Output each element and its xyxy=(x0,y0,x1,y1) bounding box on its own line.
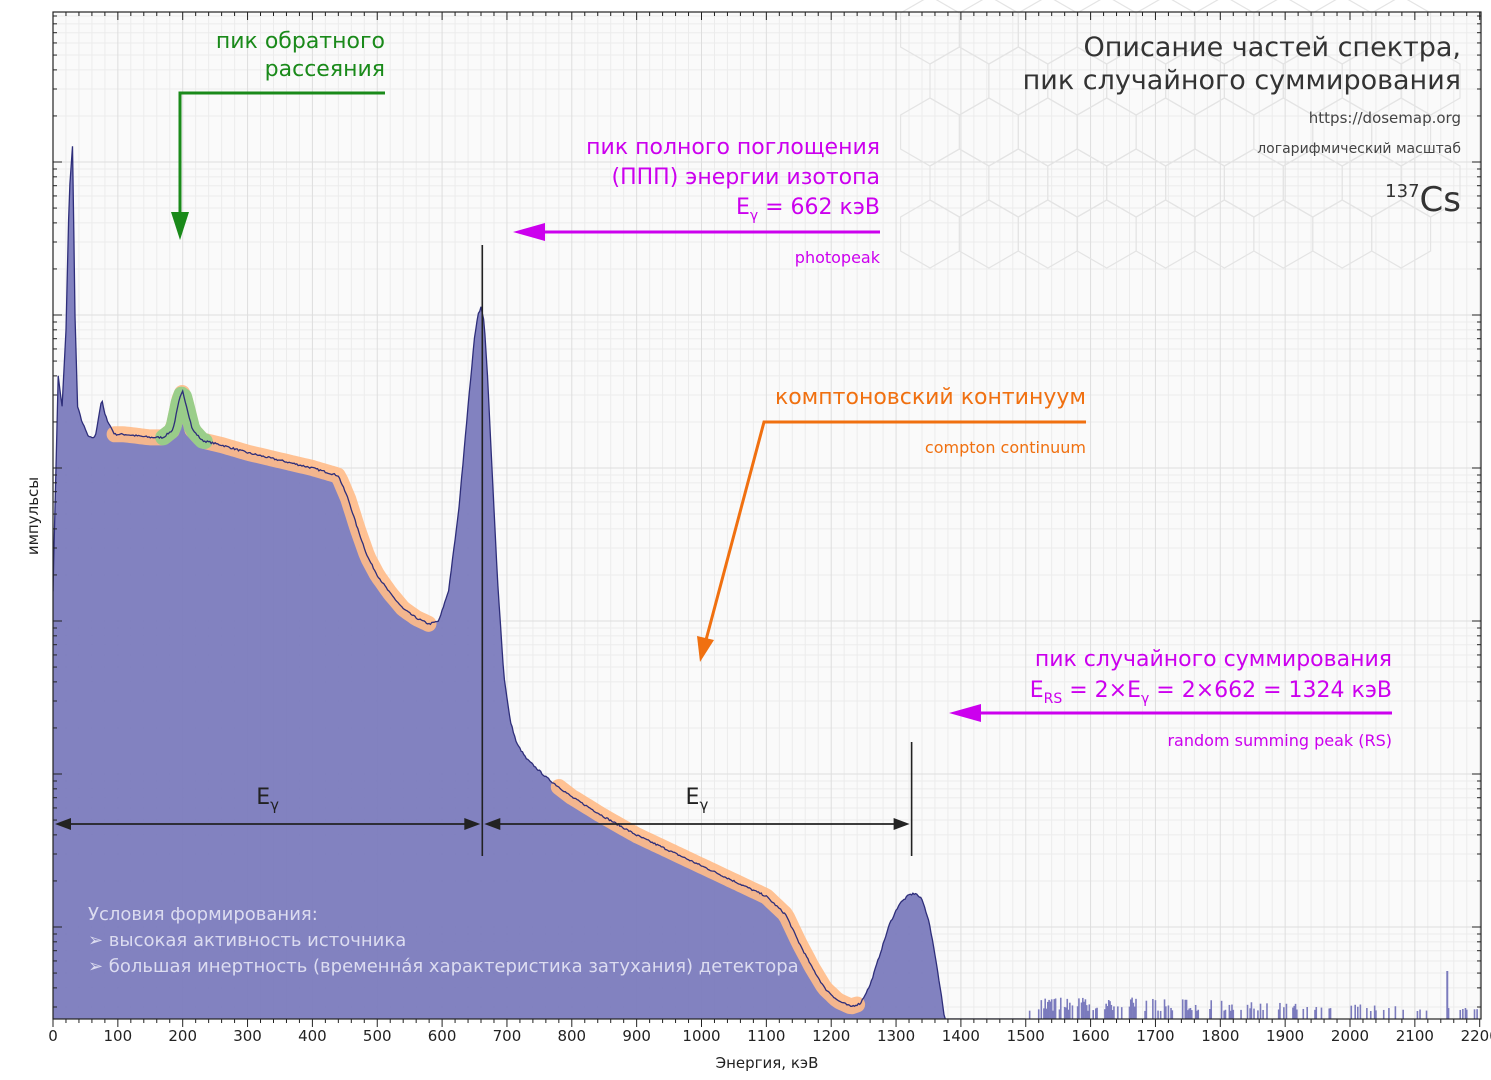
egamma-arrow-2-head-left xyxy=(484,818,501,830)
rs-label-en: random summing peak (RS) xyxy=(1167,731,1392,750)
spectrum-area xyxy=(53,146,1026,1019)
high-energy-tail xyxy=(1028,971,1478,1019)
plot-frame xyxy=(52,11,1482,1020)
x-tick-label: 100 xyxy=(104,1027,133,1045)
rs-arrowhead xyxy=(949,704,981,722)
egamma-label-1: Eγ xyxy=(256,785,279,814)
conditions-item-2: ➢ большая инертность (временна́я характе… xyxy=(88,956,799,977)
backscatter-label-2: рассеяния xyxy=(265,57,385,82)
y-axis-label: импульсы xyxy=(24,477,42,555)
x-tick-label: 200 xyxy=(168,1027,197,1045)
x-tick-label: 700 xyxy=(493,1027,522,1045)
compton-label-en: compton continuum xyxy=(925,438,1086,457)
x-tick-label: 1300 xyxy=(877,1027,915,1045)
x-tick-label: 1900 xyxy=(1266,1027,1304,1045)
photopeak-label-2: (ППП) энергии изотопа xyxy=(612,165,881,190)
scale-note: логарифмический масштаб xyxy=(1257,141,1461,157)
egamma-arrow-2-head-right xyxy=(893,818,910,830)
egamma-arrow-1-head-left xyxy=(55,818,71,830)
x-tick-label: 1000 xyxy=(682,1027,720,1045)
x-tick-label: 2200 xyxy=(1461,1027,1491,1045)
x-tick-label: 800 xyxy=(557,1027,586,1045)
x-tick-label: 400 xyxy=(298,1027,327,1045)
hexagon-watermark xyxy=(899,0,1461,269)
rs-label: пик случайного суммирования xyxy=(1035,647,1392,672)
conditions-item-1: ➢ высокая активность источника xyxy=(88,930,406,951)
x-tick-label: 1400 xyxy=(942,1027,980,1045)
x-axis-ticks xyxy=(52,12,1481,1027)
x-tick-label: 2000 xyxy=(1331,1027,1369,1045)
egamma-label-2: Eγ xyxy=(686,785,709,814)
photopeak-label-1: пик полного поглощения xyxy=(586,135,880,160)
chart-title-line-2: пик случайного суммирования xyxy=(1023,65,1461,96)
x-tick-label: 1500 xyxy=(1007,1027,1045,1045)
compton-arrowhead xyxy=(697,636,714,662)
photopeak-arrowhead xyxy=(513,223,545,241)
backscatter-label-1: пик обратного xyxy=(216,29,385,54)
compton-leader xyxy=(704,420,1086,641)
photopeak-label-en: photopeak xyxy=(795,248,881,267)
x-tick-label: 2100 xyxy=(1396,1027,1434,1045)
conditions-title: Условия формирования: xyxy=(88,904,318,925)
x-tick-label: 900 xyxy=(622,1027,651,1045)
x-tick-label: 300 xyxy=(233,1027,262,1045)
isotope-label: 137Cs xyxy=(1385,180,1461,220)
x-tick-label: 0 xyxy=(48,1027,58,1045)
x-tick-label: 600 xyxy=(428,1027,457,1045)
chart-title-line-1: Описание частей спектра, xyxy=(1084,32,1461,63)
x-tick-label: 1200 xyxy=(812,1027,850,1045)
compton-label: комптоновский континуум xyxy=(775,385,1086,410)
x-axis-tick-labels: 0 100 200 300 400 500 600 700 800 900 1000 1100 1200… xyxy=(48,1027,1491,1045)
x-tick-label: 1100 xyxy=(747,1027,785,1045)
x-tick-label: 1600 xyxy=(1072,1027,1110,1045)
backscatter-arrowhead xyxy=(171,212,189,240)
egamma-arrows xyxy=(55,818,910,830)
source-url: https://dosemap.org xyxy=(1309,109,1461,127)
y-axis-ticks xyxy=(53,15,1481,1008)
x-tick-label: 500 xyxy=(363,1027,392,1045)
x-axis-label: Энергия, кэВ xyxy=(716,1054,819,1072)
egamma-arrow-1-head-right xyxy=(464,818,481,830)
x-tick-label: 1800 xyxy=(1201,1027,1239,1045)
rs-formula: ERS = 2×Eγ = 2×662 = 1324 кэВ xyxy=(1030,678,1392,707)
backscatter-leader xyxy=(178,91,385,228)
photopeak-energy: Eγ = 662 кэВ xyxy=(736,195,880,224)
spectrum-line xyxy=(53,146,1026,1019)
x-tick-label: 1700 xyxy=(1136,1027,1174,1045)
